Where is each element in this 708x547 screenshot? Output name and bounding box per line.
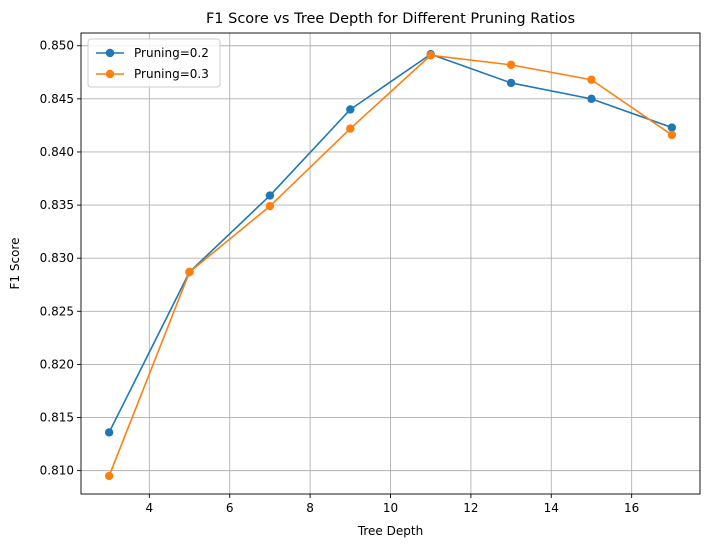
- grid: [81, 33, 700, 494]
- y-tick-label: 0.845: [40, 92, 74, 106]
- legend-label: Pruning=0.3: [134, 67, 209, 81]
- data-point: [506, 78, 516, 88]
- data-point: [346, 105, 355, 114]
- x-axis-label: Tree Depth: [357, 524, 423, 538]
- y-tick-label: 0.830: [40, 251, 74, 265]
- data-point: [104, 471, 114, 481]
- y-tick-label: 0.825: [40, 304, 74, 318]
- y-tick-label: 0.835: [40, 198, 74, 212]
- x-tick-label: 4: [146, 501, 154, 515]
- data-point: [346, 124, 355, 133]
- chart-title: F1 Score vs Tree Depth for Different Pru…: [206, 11, 575, 27]
- x-tick-label: 16: [624, 501, 639, 515]
- data-point: [185, 267, 194, 277]
- y-tick-label: 0.815: [40, 411, 74, 425]
- legend-marker: [105, 48, 115, 58]
- data-point: [506, 60, 516, 70]
- x-tick-label: 12: [463, 501, 478, 515]
- y-axis-label: F1 Score: [8, 238, 22, 290]
- x-tick-label: 10: [383, 501, 398, 515]
- legend: Pruning=0.2 Pruning=0.3: [87, 38, 221, 88]
- legend-marker: [105, 69, 115, 79]
- data-point: [587, 75, 596, 84]
- y-tick-label: 0.840: [40, 145, 74, 159]
- ticks: 4 6 8 10 12 14 16 0.810 0.815 0.820 0.825 0.830 0.83…: [40, 39, 640, 515]
- series-layer: [104, 50, 677, 481]
- y-tick-label: 0.820: [40, 357, 74, 371]
- data-point: [667, 123, 677, 132]
- data-point: [265, 191, 275, 200]
- data-point: [587, 94, 596, 104]
- data-point: [667, 130, 677, 140]
- data-point: [104, 428, 114, 437]
- x-tick-label: 6: [226, 501, 234, 515]
- legend-label: Pruning=0.2: [134, 46, 209, 60]
- series-line-1: [108, 53, 673, 433]
- x-tick-label: 8: [306, 501, 314, 515]
- y-tick-label: 0.810: [40, 464, 74, 478]
- legend-box: [87, 38, 221, 88]
- data-point: [426, 51, 435, 60]
- series-line-2: [108, 54, 673, 477]
- y-tick-label: 0.850: [40, 39, 74, 53]
- x-tick-label: 14: [544, 501, 559, 515]
- data-point: [265, 201, 275, 211]
